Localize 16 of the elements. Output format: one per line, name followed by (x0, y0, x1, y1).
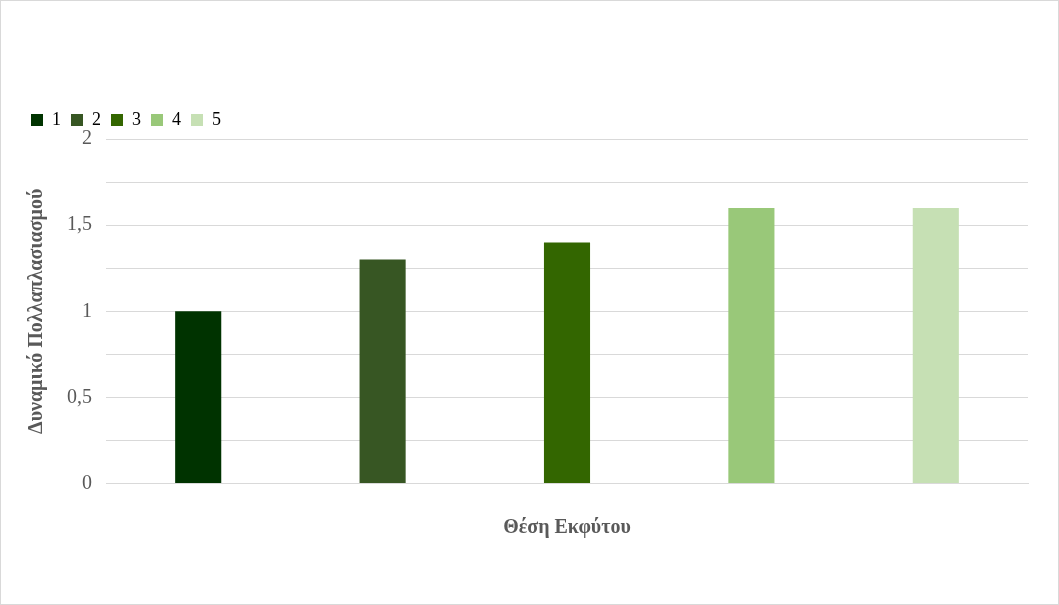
legend-label: 5 (212, 108, 221, 129)
bar (175, 311, 222, 484)
y-tick-label: 2 (82, 126, 92, 149)
bar (728, 207, 775, 484)
y-axis-title: Δυναμικό Πολλαπλασιασμού (24, 188, 48, 434)
legend-label: 3 (132, 108, 141, 129)
bar (912, 207, 959, 484)
y-tick-label: 0 (82, 470, 92, 493)
y-tick-label: 1 (82, 298, 92, 321)
bar (359, 259, 406, 484)
x-axis-title: Θέση Εκφύτου (503, 515, 631, 539)
bar (543, 242, 591, 484)
y-tick-label: 0,5 (67, 384, 92, 407)
legend-label: 4 (172, 108, 181, 129)
legend-label: 1 (52, 108, 61, 129)
y-tick-label: 1,5 (67, 212, 92, 235)
